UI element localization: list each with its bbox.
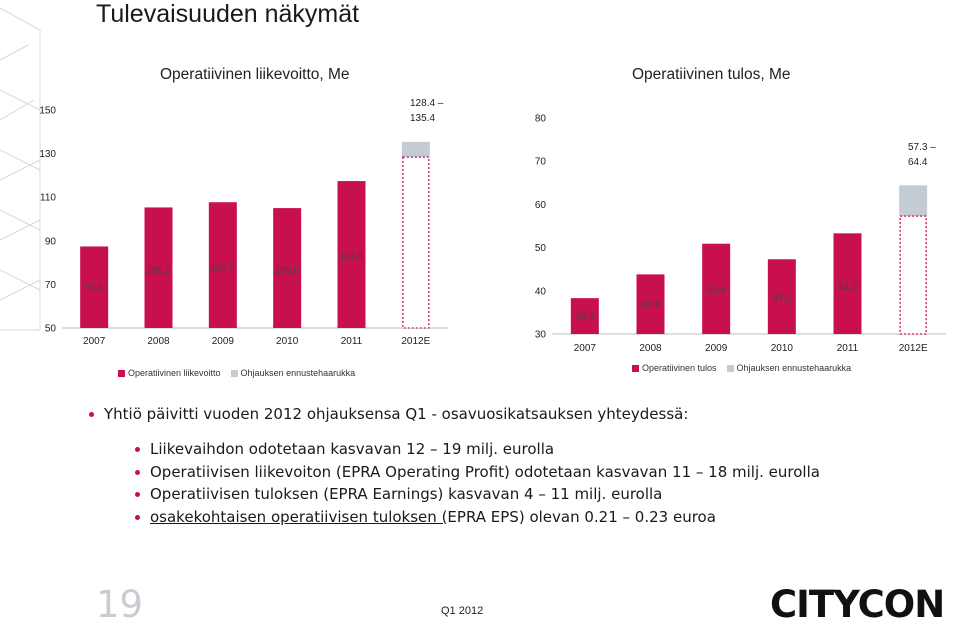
chart-2-bar: [833, 233, 862, 334]
chart-1-x-tick-label: 2011: [341, 336, 363, 347]
bullet-item-eps: osakekohtaisen operatiivisen tuloksen (E…: [135, 507, 820, 526]
bullet-underlined-text: osakekohtaisen operatiivisen tuloksen (: [150, 507, 448, 526]
chart-1-bar: [80, 246, 109, 328]
legend-swatch-operating-profit: [118, 369, 125, 377]
bullet-item: Liikevaihdon odotetaan kasvavan 12 – 19 …: [135, 440, 820, 458]
chart-2-data-label: 47,3: [773, 293, 792, 304]
chart-2-y-tick-label: 50: [535, 243, 547, 254]
chart-2-title: Operatiivinen tulos, Me: [632, 66, 791, 83]
legend-label-guidance: Ohjauksen ennustehaarukka: [240, 368, 356, 378]
chart-2-guidance-bar: [899, 185, 928, 217]
chart-2-guidance-label: 64.4: [908, 157, 928, 168]
chart-1-bar: [273, 208, 302, 328]
legend-label-operating-profit: Operatiivinen liikevoitto: [128, 368, 221, 378]
page-title: Tulevaisuuden näkymät: [96, 0, 360, 28]
chart-2-data-label: 53,3: [838, 281, 857, 292]
bullet-main: Yhtiö päivitti vuoden 2012 ohjauksensa Q…: [89, 405, 820, 423]
bullet-item: Operatiivisen tuloksen (EPRA Earnings) k…: [135, 485, 820, 503]
chart-1-y-tick-label: 110: [40, 193, 56, 204]
bullet-item: Operatiivisen liikevoiton (EPRA Operatin…: [135, 463, 820, 481]
chart-1-y-tick-label: 130: [39, 149, 56, 160]
chart-1-y-tick-label: 150: [39, 106, 56, 117]
footer-text: Q1 2012: [441, 605, 484, 617]
chart-2-x-tick-label: 2007: [574, 343, 597, 354]
chart-2-y-tick-label: 80: [535, 114, 547, 125]
bullet-list: Yhtiö päivitti vuoden 2012 ohjauksensa Q…: [89, 405, 820, 530]
chart-2-data-label: 50,9: [707, 285, 726, 296]
chart-1-data-label: 107,7: [211, 263, 235, 274]
chart-1-x-tick-label: 2009: [212, 336, 235, 347]
chart-2-x-tick-label: 2010: [771, 343, 794, 354]
chart-1-bar: [144, 207, 173, 328]
chart-1-legend: Operatiivinen liikevoitto Ohjauksen ennu…: [118, 368, 355, 378]
chart-1-y-tick-label: 70: [45, 280, 57, 291]
chart-1-y-tick-label: 50: [45, 324, 57, 335]
chart-2-bar: [570, 298, 599, 334]
chart-1-x-tick-label: 2010: [276, 336, 299, 347]
chart-1-guidance-low-bar: [402, 156, 430, 329]
decorative-grid-pattern: [0, 7, 41, 331]
chart-1-bar: [208, 202, 237, 328]
chart-1-x-tick-label: 2012E: [401, 336, 430, 347]
legend-swatch-operating-result: [632, 364, 639, 372]
chart-1-data-label: 87,4: [85, 282, 104, 293]
chart-2-data-label: 38,3: [576, 311, 595, 322]
chart-2-bar: [636, 274, 665, 334]
legend-swatch-guidance-2: [726, 364, 734, 372]
chart-2-x-tick-label: 2012E: [899, 343, 928, 354]
chart-2-y-tick-label: 70: [535, 157, 547, 168]
chart-2-guidance-low-bar: [899, 215, 927, 335]
chart-2-y-tick-label: 30: [535, 330, 547, 341]
legend-label-operating-result: Operatiivinen tulos: [642, 363, 717, 373]
chart-2-guidance-label: 57.3 –: [908, 142, 936, 153]
charts-canvas: 50 70 90 110 130 150 2007 87,4 2008 105,3 2009 107,…: [39, 98, 946, 354]
chart-1-y-tick-label: 90: [45, 236, 57, 247]
chart-1-guidance-label: 128.4 –: [410, 98, 444, 109]
chart-1-data-label: 105,3: [147, 265, 171, 276]
legend-swatch-guidance: [230, 369, 238, 377]
chart-2-y-tick-label: 40: [535, 286, 547, 297]
chart-1-x-tick-label: 2007: [83, 336, 106, 347]
chart-2-bar: [767, 259, 796, 334]
chart-2-bar: [702, 243, 731, 334]
chart-2-legend: Operatiivinen tulos Ohjauksen ennustehaa…: [632, 363, 851, 373]
legend-label-guidance-2: Ohjauksen ennustehaarukka: [736, 363, 852, 373]
page-number: 19: [96, 583, 144, 626]
chart-2-y-tick-label: 60: [535, 200, 547, 211]
chart-2-x-tick-label: 2008: [639, 343, 662, 354]
chart-1-data-label: 117,4: [340, 251, 363, 262]
chart-1-x-tick-label: 2008: [147, 336, 170, 347]
chart-1-guidance-label: 135.4: [410, 113, 435, 124]
chart-1-data-label: 105,0: [275, 265, 299, 276]
chart-2-x-tick-label: 2011: [837, 343, 859, 354]
chart-2-data-label: 43,8: [641, 300, 660, 311]
bullet-rest-text: EPRA EPS) olevan 0.21 – 0.23 euroa: [447, 507, 716, 526]
citycon-logo: CITYCON: [770, 583, 945, 626]
chart-2-x-tick-label: 2009: [705, 343, 728, 354]
chart-1-bar: [337, 181, 366, 328]
chart-1-guidance-bar: [401, 141, 430, 158]
chart-1-title: Operatiivinen liikevoitto, Me: [160, 66, 350, 83]
